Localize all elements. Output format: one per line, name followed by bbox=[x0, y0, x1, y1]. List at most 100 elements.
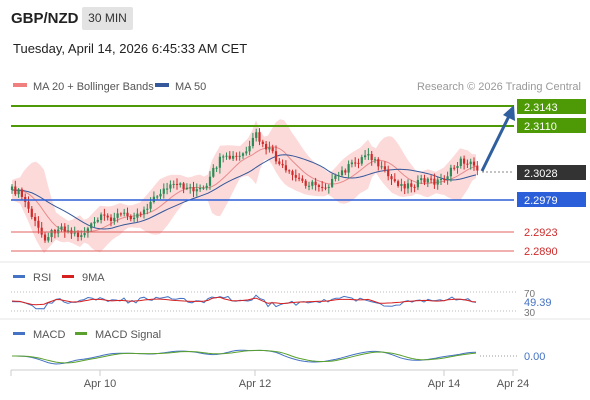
candle-body bbox=[123, 212, 126, 214]
candle-body bbox=[20, 189, 23, 197]
candle-body bbox=[377, 159, 380, 167]
copyright-text: Research © 2026 Trading Central bbox=[417, 81, 581, 93]
candle-body bbox=[436, 179, 439, 185]
candle-body bbox=[67, 230, 70, 232]
candle-body bbox=[373, 159, 377, 161]
price-tag-2-3110 bbox=[517, 118, 586, 133]
candle-body bbox=[268, 147, 271, 150]
candle-body bbox=[179, 183, 182, 185]
candle-body bbox=[321, 186, 324, 188]
ma50-legend-label: MA 50 bbox=[175, 81, 206, 93]
interval-button[interactable]: 30 MIN bbox=[82, 7, 133, 30]
x-tick-label-apr-24: Apr 24 bbox=[497, 378, 529, 390]
chart-header: GBP/NZD 30 MIN Tuesday, April 14, 2026 6… bbox=[0, 0, 590, 70]
rsi-ma-legend-label: 9MA bbox=[82, 272, 105, 284]
rsi-ma-legend-swatch bbox=[62, 275, 74, 278]
candlesticks bbox=[10, 128, 479, 243]
ma20-legend-label: MA 20 + Bollinger Bands bbox=[33, 81, 154, 93]
candle-body bbox=[347, 164, 350, 173]
candle-body bbox=[439, 179, 443, 181]
candle-body bbox=[175, 183, 179, 185]
candle-body bbox=[334, 175, 337, 179]
candle-body bbox=[189, 187, 192, 189]
candle-body bbox=[159, 193, 162, 197]
candle-body bbox=[476, 165, 479, 171]
candle-body bbox=[380, 166, 383, 168]
price-label-2-2923: 2.2923 bbox=[524, 227, 558, 239]
candle-body bbox=[340, 170, 344, 176]
candle-body bbox=[469, 161, 472, 165]
candle-body bbox=[387, 169, 390, 177]
candle-body bbox=[288, 170, 291, 172]
candle-body bbox=[76, 232, 80, 238]
price-tag-2-2979 bbox=[517, 192, 586, 207]
candle-body bbox=[129, 216, 132, 220]
candle-body bbox=[294, 175, 297, 178]
candle-body bbox=[327, 186, 330, 188]
candle-body bbox=[258, 132, 261, 142]
candle-body bbox=[393, 179, 396, 182]
candle-body bbox=[100, 214, 103, 220]
symbol-title: GBP/NZD bbox=[11, 10, 79, 27]
candle-body bbox=[350, 162, 353, 165]
candle-body bbox=[261, 141, 264, 144]
candle-body bbox=[459, 158, 462, 167]
candle-body bbox=[63, 226, 66, 232]
candle-body bbox=[73, 232, 76, 234]
candle-body bbox=[182, 183, 185, 189]
price-tag-2-3143 bbox=[517, 99, 586, 114]
candle-body bbox=[406, 183, 410, 189]
candle-body bbox=[119, 213, 122, 215]
candle-body bbox=[50, 230, 53, 238]
candle-body bbox=[34, 216, 37, 221]
candle-body bbox=[235, 155, 238, 157]
rsi-panel: RSI 9MA 70 49.39 30 bbox=[11, 272, 552, 319]
candle-body bbox=[304, 180, 307, 186]
candle-body bbox=[162, 188, 165, 194]
x-tick-label-apr-14: Apr 14 bbox=[428, 378, 460, 390]
candle-body bbox=[360, 157, 363, 164]
candle-body bbox=[93, 221, 96, 224]
candle-body bbox=[265, 143, 268, 150]
candle-body bbox=[433, 178, 436, 185]
candle-body bbox=[30, 208, 33, 217]
candle-body bbox=[367, 154, 370, 156]
candle-body bbox=[314, 181, 317, 186]
candle-body bbox=[245, 151, 248, 154]
candle-body bbox=[40, 227, 43, 235]
candle-body bbox=[238, 155, 241, 157]
candle-body bbox=[139, 213, 142, 215]
candle-body bbox=[136, 213, 139, 218]
candle-body bbox=[331, 178, 334, 187]
candle-body bbox=[205, 185, 208, 188]
candle-body bbox=[291, 171, 294, 176]
candle-body bbox=[149, 202, 152, 209]
candle-body bbox=[410, 183, 413, 187]
candle-body bbox=[109, 217, 113, 221]
datetime-label: Tuesday, April 14, 2026 6:45:33 AM CET bbox=[13, 41, 248, 56]
candle-body bbox=[96, 219, 99, 222]
candle-body bbox=[255, 132, 258, 138]
candle-body bbox=[317, 185, 320, 187]
candle-body bbox=[278, 161, 281, 164]
macd-value: 0.00 bbox=[524, 351, 545, 363]
candle-body bbox=[106, 215, 109, 218]
candle-body bbox=[449, 167, 452, 177]
candle-body bbox=[14, 186, 17, 195]
candle-body bbox=[60, 226, 63, 230]
candle-body bbox=[192, 187, 195, 192]
macd-legend-swatch bbox=[13, 332, 25, 335]
candle-body bbox=[202, 187, 205, 189]
candle-body bbox=[281, 163, 284, 166]
candle-body bbox=[116, 213, 119, 218]
rsi-legend-label: RSI bbox=[33, 272, 51, 284]
candle-body bbox=[463, 158, 466, 164]
candle-body bbox=[80, 235, 83, 238]
candle-body bbox=[446, 176, 449, 180]
price-tag-current bbox=[517, 165, 586, 180]
candle-body bbox=[185, 187, 188, 189]
candle-body bbox=[251, 137, 254, 147]
candle-body bbox=[456, 166, 459, 169]
price-label-current: 2.3028 bbox=[524, 168, 558, 180]
